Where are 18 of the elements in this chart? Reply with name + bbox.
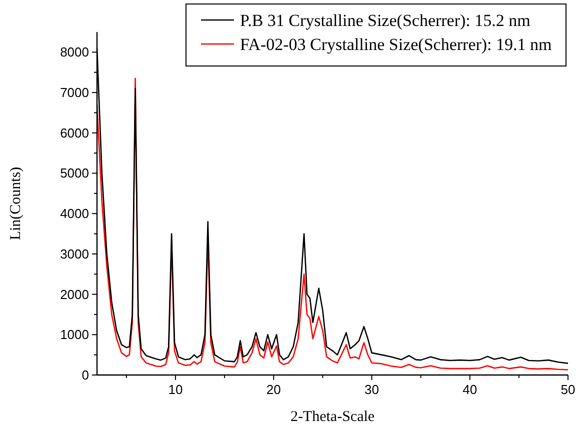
x-tick-label: 20 bbox=[266, 382, 281, 397]
y-tick-label: 3000 bbox=[60, 246, 89, 262]
y-tick-label: 8000 bbox=[60, 44, 89, 60]
x-tick-label: 40 bbox=[462, 382, 478, 397]
legend-label: FA-02-03 Crystalline Size(Scherrer): 19.1 nm bbox=[240, 35, 552, 54]
x-tick-label: 10 bbox=[168, 382, 183, 397]
legend-label: P.B 31 Crystalline Size(Scherrer): 15.2 nm bbox=[240, 11, 530, 30]
y-tick-label: 5000 bbox=[60, 166, 89, 181]
x-axis-title: 2-Theta-Scale bbox=[290, 409, 375, 425]
y-axis-title: Lin(Counts) bbox=[8, 166, 24, 240]
x-tick-label: 50 bbox=[560, 382, 576, 397]
y-tick-label: 2000 bbox=[60, 286, 89, 302]
y-tick-label: 4000 bbox=[60, 206, 89, 222]
y-tick-label: 0 bbox=[82, 368, 89, 382]
y-tick-label: 6000 bbox=[60, 125, 89, 140]
y-tick-label: 1000 bbox=[60, 327, 89, 342]
y-tick-label: 7000 bbox=[60, 85, 89, 100]
x-tick-label: 30 bbox=[364, 382, 379, 397]
